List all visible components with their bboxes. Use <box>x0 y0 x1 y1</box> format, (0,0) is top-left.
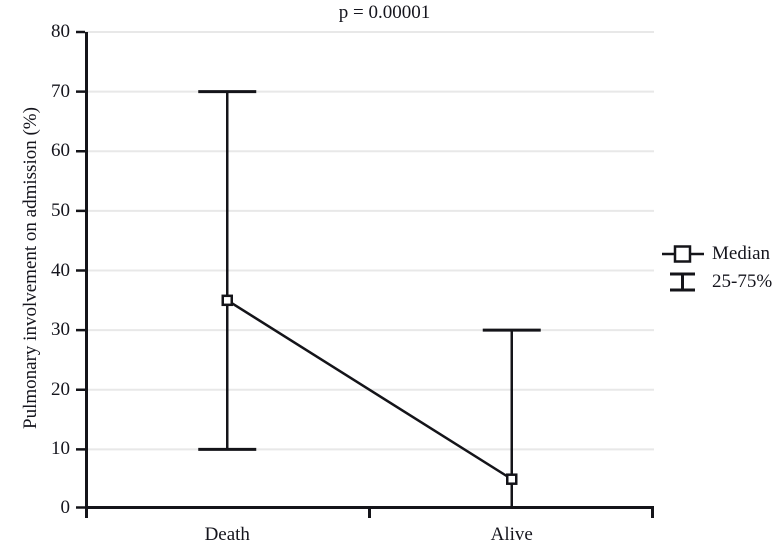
y-tick-label: 0 <box>60 496 71 518</box>
y-tick-label: 40 <box>51 259 70 281</box>
median-marker <box>506 473 518 485</box>
y-tick-labels: 0 10 20 30 40 50 60 70 80 <box>0 21 73 518</box>
y-tick-label: 20 <box>51 378 70 400</box>
y-tick-label: 80 <box>51 21 70 42</box>
legend: Median 25-75% <box>662 242 772 298</box>
iqr-whisker-icon <box>670 272 695 292</box>
y-tick-label: 70 <box>51 80 70 102</box>
legend-entry-median: Median <box>662 242 772 266</box>
legend-entry-iqr: 25-75% <box>662 270 772 294</box>
y-tick-label: 10 <box>51 438 70 460</box>
plot-area <box>76 30 654 518</box>
legend-label-median: Median <box>712 243 771 264</box>
x-category-label: Alive <box>490 524 533 545</box>
median-marker <box>221 294 233 307</box>
x-category-labels: Death Alive <box>85 524 654 548</box>
y-tick-label: 60 <box>51 140 70 162</box>
median-line <box>226 299 513 481</box>
y-tick-label: 30 <box>51 319 70 341</box>
median-marker-icon <box>662 245 704 263</box>
y-tick-label: 50 <box>51 199 70 221</box>
legend-label-iqr: 25-75% <box>712 271 773 292</box>
chart-title: p = 0.00001 <box>338 2 431 23</box>
x-category-label: Death <box>204 524 250 545</box>
chart-canvas <box>76 30 654 518</box>
